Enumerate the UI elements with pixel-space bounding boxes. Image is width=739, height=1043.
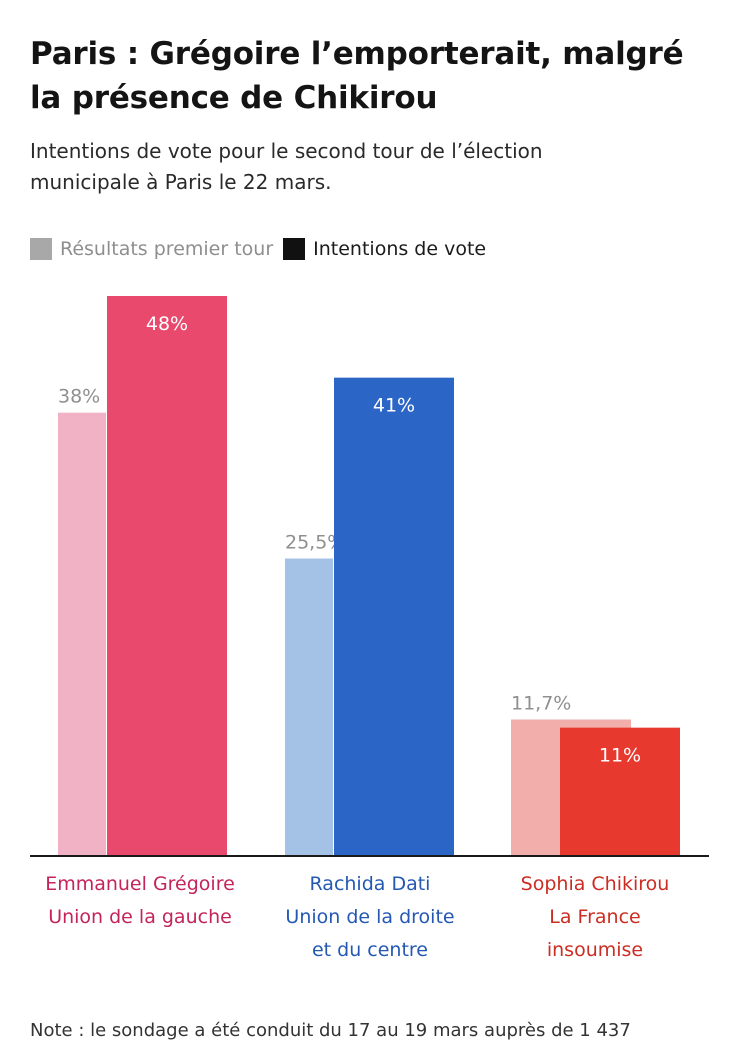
bar-label-premier-tour: 38% <box>58 386 100 408</box>
category-label-party: Union de la gauche <box>48 906 232 928</box>
footnote: Note : le sondage a été conduit du 17 au… <box>30 1020 631 1041</box>
bar-label-premier-tour: 25,5% <box>285 532 345 554</box>
category-label-name: Emmanuel Grégoire <box>45 873 235 895</box>
subtitle-line-1: Intentions de vote pour le second tour d… <box>30 139 543 163</box>
chart-legend: Résultats premier tour Intentions de vot… <box>30 236 496 262</box>
legend-label-intentions: Intentions de vote <box>313 238 487 260</box>
category-label-party: et du centre <box>312 939 428 961</box>
legend-swatch-premier-tour <box>30 238 52 260</box>
category-label-name: Sophia Chikirou <box>521 873 670 895</box>
bar-premier-tour <box>285 558 333 856</box>
category-label-party: insoumise <box>547 939 643 961</box>
bar-intentions <box>560 727 680 856</box>
category-label-party: Union de la droite <box>285 906 454 928</box>
chart-title: Paris : Grégoire l’emporterait, malgré l… <box>30 32 720 120</box>
bar-label-intentions: 48% <box>146 313 188 335</box>
chart-subtitle: Intentions de vote pour le second tour d… <box>30 136 670 198</box>
subtitle-line-2: municipale à Paris le 22 mars. <box>30 170 332 194</box>
bar-intentions <box>107 296 227 856</box>
bar-label-intentions: 41% <box>373 395 415 417</box>
bar-label-intentions: 11% <box>599 745 641 767</box>
legend-swatch-intentions <box>283 238 306 260</box>
title-line-2: la présence de Chikirou <box>30 80 438 116</box>
bar-label-premier-tour: 11,7% <box>511 693 571 715</box>
legend-item-intentions: Intentions de vote <box>283 238 486 260</box>
legend-label-premier-tour: Résultats premier tour <box>60 238 274 260</box>
bar-intentions <box>334 377 454 856</box>
category-label-party: La France <box>549 906 640 928</box>
legend-item-premier-tour: Résultats premier tour <box>30 238 273 260</box>
bar-premier-tour <box>58 412 106 856</box>
category-label-name: Rachida Dati <box>310 873 431 895</box>
title-line-1: Paris : Grégoire l’emporterait, malgré <box>30 36 684 72</box>
